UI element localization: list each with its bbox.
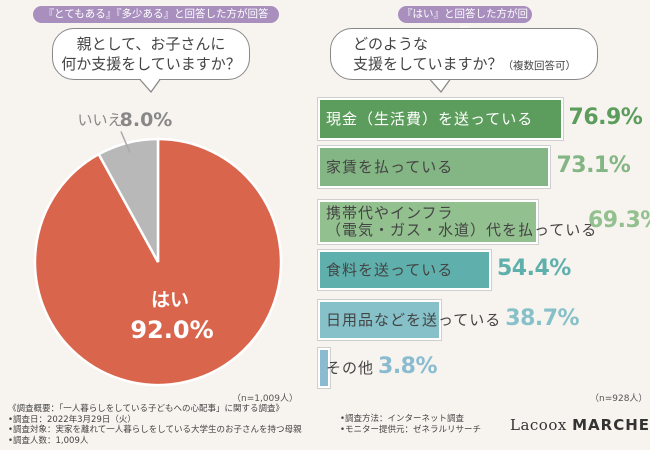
right-n-label: （n=928人） <box>590 394 648 404</box>
pie-leader-line <box>120 131 131 153</box>
survey-date: •調査日：2022年3月29日（火） <box>8 414 136 425</box>
bar-label-2-line-1: （電気・ガス・水道）代を払っている <box>326 221 598 239</box>
logo-script: Lacoox <box>510 416 567 434</box>
right-question-note: （複数回答可） <box>502 60 577 72</box>
bar-label-5-line-0: その他 <box>326 358 375 377</box>
left-n-label: （n=1,009人） <box>232 394 299 404</box>
pie-label-yes: はい <box>151 289 189 311</box>
bar-label-0-line-0: 現金（生活費）を送っている <box>326 109 534 128</box>
left-question-line-1: 親として、お子さんに <box>76 35 226 53</box>
bar-value-2: 69.3% <box>588 208 650 233</box>
bar-value-5: 3.8% <box>378 354 438 379</box>
brand-logo: Lacoox MARCHE <box>510 416 650 434</box>
left-question-bubble: 親として、お子さんに 何か支援をしていますか？ <box>52 28 250 80</box>
bar-0 <box>318 98 563 140</box>
pie-slice-1 <box>97 137 160 263</box>
survey-provider: •モニター提供元：ゼネラルリサーチ <box>340 424 482 435</box>
bar-label-1: 家賃を払っている <box>326 157 454 176</box>
bar-label-4: 日用品などを送っている <box>326 310 502 329</box>
survey-method: •調査方法：インターネット調査 <box>340 414 465 424</box>
bar-label-3-line-0: 食料を送っている <box>326 260 454 279</box>
survey-method-block: •調査方法：インターネット調査 •モニター提供元：ゼネラルリサーチ <box>340 414 481 435</box>
bar-value-3: 54.4% <box>496 256 571 281</box>
survey-target: •調査対象：実家を離れて一人暮らしをしている大学生のお子さんを持つ母親 <box>8 425 302 435</box>
bar-2 <box>318 200 539 244</box>
left-question-line-2: 何か支援をしていますか？ <box>61 55 241 73</box>
bar-label-2: 携帯代やインフラ （電気・ガス・水道）代を払っている <box>326 205 597 239</box>
bar-4 <box>318 300 442 340</box>
survey-count: •調査人数：1,009人 <box>8 435 89 446</box>
right-panel-tag: 『はい』と回答した方が回答 <box>398 6 532 37</box>
pie-value-yes: 92.0% <box>130 316 213 344</box>
left-panel-tag: 『とてもある』『多少ある』と回答した方が回答 <box>33 6 279 23</box>
right-question-line-1: どのような <box>353 35 429 53</box>
bar-value-4: 38.7% <box>505 306 580 331</box>
bar-label-4-line-0: 日用品などを送っている <box>326 310 502 329</box>
bar-1 <box>318 146 551 188</box>
pie-value-no: 8.0% <box>120 109 173 131</box>
bar-label-5: その他 <box>326 358 375 377</box>
bar-3 <box>318 250 491 290</box>
survey-summary-title: 《調査概要：「一人暮らしをしている子どもへの心配事」に関する調査》 <box>8 404 284 414</box>
bar-label-1-line-0: 家賃を払っている <box>326 157 454 176</box>
bar-value-1: 73.1% <box>556 153 631 178</box>
bar-label-0: 現金（生活費）を送っている <box>326 109 534 128</box>
bar-label-3: 食料を送っている <box>326 260 454 279</box>
logo-bold: MARCHE <box>572 416 650 434</box>
bar-value-0: 76.9% <box>568 105 643 130</box>
bar-label-2-line-0: 携帯代やインフラ <box>326 204 454 222</box>
bar-5 <box>318 348 331 388</box>
right-question-bubble: どのような 支援をしていますか？（複数回答可） <box>330 28 598 80</box>
survey-summary: 《調査概要：「一人暮らしをしている子どもへの心配事」に関する調査》 •調査日：2… <box>8 404 302 446</box>
pie-label-no: いいえ <box>77 111 122 129</box>
right-question-line-2: 支援をしていますか？（複数回答可） <box>353 54 597 76</box>
right-question-main: 支援をしていますか？ <box>353 55 503 73</box>
